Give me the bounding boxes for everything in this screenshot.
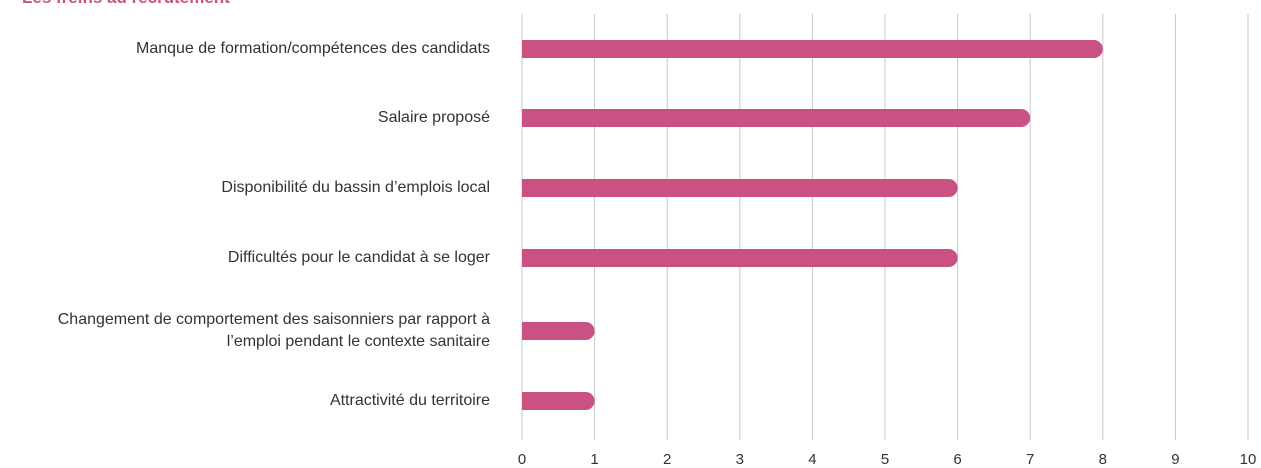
bar: [522, 179, 958, 197]
x-tick-label: 10: [1240, 451, 1257, 468]
category-label: Attractivité du territoire: [329, 392, 490, 409]
x-tick-label: 5: [881, 451, 889, 468]
x-tick-label: 3: [736, 451, 744, 468]
chart-title: Les freins au recrutement: [22, 0, 230, 8]
x-tick-label: 6: [953, 451, 961, 468]
category-label: Manque de formation/compétences des cand…: [136, 40, 490, 57]
x-tick-label: 9: [1171, 451, 1179, 468]
x-tick-label: 4: [808, 451, 816, 468]
x-tick-label: 0: [518, 451, 526, 468]
bar: [522, 249, 958, 267]
bar: [522, 322, 595, 340]
bar: [522, 40, 1103, 58]
x-tick-label: 2: [663, 451, 671, 468]
x-tick-label: 1: [590, 451, 598, 468]
bar: [522, 109, 1031, 127]
category-label: Changement de comportement des saisonnie…: [57, 311, 490, 350]
x-tick-label: 7: [1026, 451, 1034, 468]
category-label: Difficultés pour le candidat à se loger: [227, 249, 490, 266]
x-tick-label: 8: [1099, 451, 1107, 468]
category-label: Disponibilité du bassin d’emplois local: [221, 179, 490, 196]
category-label: Salaire proposé: [377, 109, 490, 126]
bar: [522, 392, 595, 410]
